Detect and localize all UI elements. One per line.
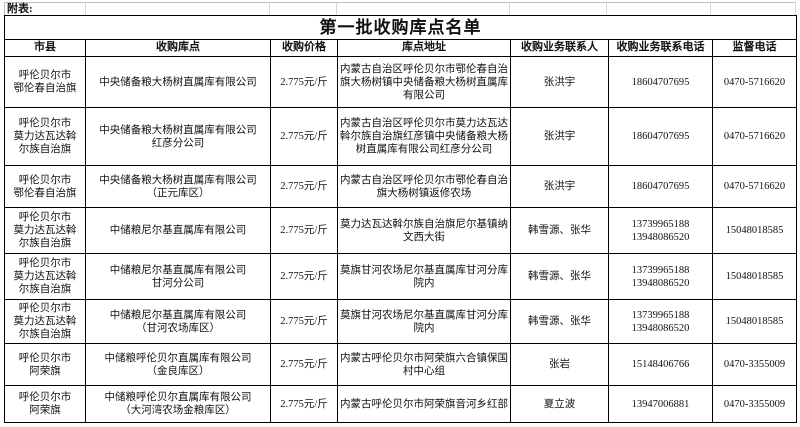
table-row: 呼伦贝尔市 莫力达瓦达斡 尔族自治旗 中储粮尼尔基直属库有限公司 （甘河农场库区）… — [4, 299, 798, 345]
cell-address: 内蒙古自治区呼伦贝尔市鄂伦春自治旗大杨树镇返修农场 — [337, 165, 511, 209]
table-row: 呼伦贝尔市 莫力达瓦达斡 尔族自治旗 中央储备粮大杨树直属库有限公司 红彦分公司 2… — [4, 107, 798, 167]
cell-phone: 13947006881 — [608, 385, 713, 424]
cell-price: 2.775元/斤 — [270, 299, 338, 345]
appendix-label: 附表: — [5, 3, 86, 15]
cell-address: 莫力达瓦达斡尔族自治旗尼尔基镇纳文西大街 — [337, 207, 511, 255]
cell-contact: 张洪宇 — [510, 56, 609, 109]
cell-county: 呼伦贝尔市 鄂伦春自治旗 — [4, 56, 86, 109]
cell-depot: 中央储备粮大杨树直属库有限公司 — [85, 56, 271, 109]
cell-county: 呼伦贝尔市 阿荣旗 — [4, 343, 86, 387]
cell-depot: 中储粮尼尔基直属库有限公司 （甘河农场库区） — [85, 299, 271, 345]
table-row: 呼伦贝尔市 莫力达瓦达斡 尔族自治旗 中储粮尼尔基直属库有限公司 甘河分公司 2.7… — [4, 253, 798, 301]
cell-address: 莫旗甘河农场尼尔基直属库甘河分库院内 — [337, 299, 511, 345]
cell-supervision: 0470-5716620 — [711, 107, 798, 167]
cell-county: 呼伦贝尔市 莫力达瓦达斡 尔族自治旗 — [4, 299, 86, 345]
header-row: 市县 收购库点 收购价格 库点地址 收购业务联系人 收购业务联系电话 监督电话 — [4, 39, 798, 58]
cell-contact: 韩雪源、张华 — [510, 299, 609, 345]
cell-address: 莫旗甘河农场尼尔基直属库甘河分库院内 — [337, 253, 511, 301]
cell-supervision: 15048018585 — [711, 253, 798, 301]
appendix-strip-cell — [510, 3, 608, 15]
cell-supervision: 0470-5716620 — [711, 165, 798, 209]
cell-supervision: 15048018585 — [711, 207, 798, 255]
cell-depot: 中储粮呼伦贝尔直属库有限公司 （金良库区） — [85, 343, 271, 387]
column-header: 收购业务联系电话 — [608, 39, 713, 58]
appendix-strip-cell — [711, 3, 795, 15]
purchase-depot-table: 第一批收购库点名单 市县 收购库点 收购价格 库点地址 收购业务联系人 收购业务联系电话监… — [3, 14, 798, 424]
appendix-strip-cell — [337, 3, 510, 15]
cell-depot: 中储粮尼尔基直属库有限公司 甘河分公司 — [85, 253, 271, 301]
document: 附表: 第一批收购库点名单 市县 收购库点 收购价格 库点地址 收购业务联系人 收购业务联… — [3, 2, 798, 424]
cell-contact: 韩雪源、张华 — [510, 207, 609, 255]
cell-price: 2.775元/斤 — [270, 385, 338, 424]
cell-price: 2.775元/斤 — [270, 343, 338, 387]
column-header: 市县 — [4, 39, 86, 58]
table-body: 呼伦贝尔市 鄂伦春自治旗 中央储备粮大杨树直属库有限公司 2.775元/斤 内蒙古自治… — [4, 56, 798, 424]
cell-supervision: 0470-3355009 — [711, 385, 798, 424]
cell-phone: 15148406766 — [608, 343, 713, 387]
cell-county: 呼伦贝尔市 阿荣旗 — [4, 385, 86, 424]
cell-phone: 18604707695 — [608, 56, 713, 109]
appendix-strip-cell — [270, 3, 338, 15]
cell-supervision: 0470-3355009 — [711, 343, 798, 387]
cell-contact: 张洪宇 — [510, 107, 609, 167]
cell-address: 内蒙古自治区呼伦贝尔市鄂伦春自治旗大杨树镇中央储备粮大杨树直属库有限公司 — [337, 56, 511, 109]
cell-supervision: 0470-5716620 — [711, 56, 798, 109]
appendix-strip-cell — [607, 3, 712, 15]
cell-address: 内蒙古呼伦贝尔市阿荣旗音河乡红部 — [337, 385, 511, 424]
cell-phone: 13739965188 13948086520 — [608, 299, 713, 345]
cell-depot: 中储粮尼尔基直属库有限公司 — [85, 207, 271, 255]
cell-price: 2.775元/斤 — [270, 207, 338, 255]
table-row: 呼伦贝尔市 阿荣旗 中储粮呼伦贝尔直属库有限公司 （大河湾农场金粮库区） 2.775… — [4, 385, 798, 424]
column-header: 监督电话 — [711, 39, 798, 58]
cell-county: 呼伦贝尔市 莫力达瓦达斡 尔族自治旗 — [4, 253, 86, 301]
cell-county: 呼伦贝尔市 鄂伦春自治旗 — [4, 165, 86, 209]
cell-county: 呼伦贝尔市 莫力达瓦达斡 尔族自治旗 — [4, 107, 86, 167]
cell-phone: 18604707695 — [608, 107, 713, 167]
cell-contact: 韩雪源、张华 — [510, 253, 609, 301]
table-row: 呼伦贝尔市 莫力达瓦达斡 尔族自治旗 中储粮尼尔基直属库有限公司 2.775元/斤莫… — [4, 207, 798, 255]
table-row: 呼伦贝尔市 鄂伦春自治旗 中央储备粮大杨树直属库有限公司 （正元库区） 2.775元… — [4, 165, 798, 209]
table-row: 呼伦贝尔市 鄂伦春自治旗 中央储备粮大杨树直属库有限公司 2.775元/斤 内蒙古自治… — [4, 56, 798, 109]
cell-depot: 中央储备粮大杨树直属库有限公司 红彦分公司 — [85, 107, 271, 167]
cell-county: 呼伦贝尔市 莫力达瓦达斡 尔族自治旗 — [4, 207, 86, 255]
cell-phone: 13739965188 13948086520 — [608, 207, 713, 255]
cell-contact: 张洪宇 — [510, 165, 609, 209]
cell-phone: 13739965188 13948086520 — [608, 253, 713, 301]
table-row: 呼伦贝尔市 阿荣旗 中储粮呼伦贝尔直属库有限公司 （金良库区） 2.775元/斤 内蒙… — [4, 343, 798, 387]
cell-address: 内蒙古呼伦贝尔市阿荣旗六合镇保国村中心组 — [337, 343, 511, 387]
column-header: 库点地址 — [337, 39, 511, 58]
cell-contact: 张岩 — [510, 343, 609, 387]
cell-price: 2.775元/斤 — [270, 253, 338, 301]
cell-phone: 18604707695 — [608, 165, 713, 209]
cell-depot: 中储粮呼伦贝尔直属库有限公司 （大河湾农场金粮库区） — [85, 385, 271, 424]
appendix-strip-cell — [86, 3, 271, 15]
cell-price: 2.775元/斤 — [270, 56, 338, 109]
cell-contact: 夏立波 — [510, 385, 609, 424]
appendix-strip: 附表: — [4, 2, 796, 15]
cell-price: 2.775元/斤 — [270, 107, 338, 167]
column-header: 收购库点 — [85, 39, 271, 58]
cell-supervision: 15048018585 — [711, 299, 798, 345]
column-header: 收购业务联系人 — [510, 39, 609, 58]
title-row: 第一批收购库点名单 — [3, 14, 798, 40]
page-title: 第一批收购库点名单 — [3, 14, 798, 40]
cell-address: 内蒙古自治区呼伦贝尔市莫力达瓦达斡尔族自治旗红彦镇中央储备粮大杨树直属库有限公司… — [337, 107, 511, 167]
cell-price: 2.775元/斤 — [270, 165, 338, 209]
cell-depot: 中央储备粮大杨树直属库有限公司 （正元库区） — [85, 165, 271, 209]
column-header: 收购价格 — [270, 39, 338, 58]
